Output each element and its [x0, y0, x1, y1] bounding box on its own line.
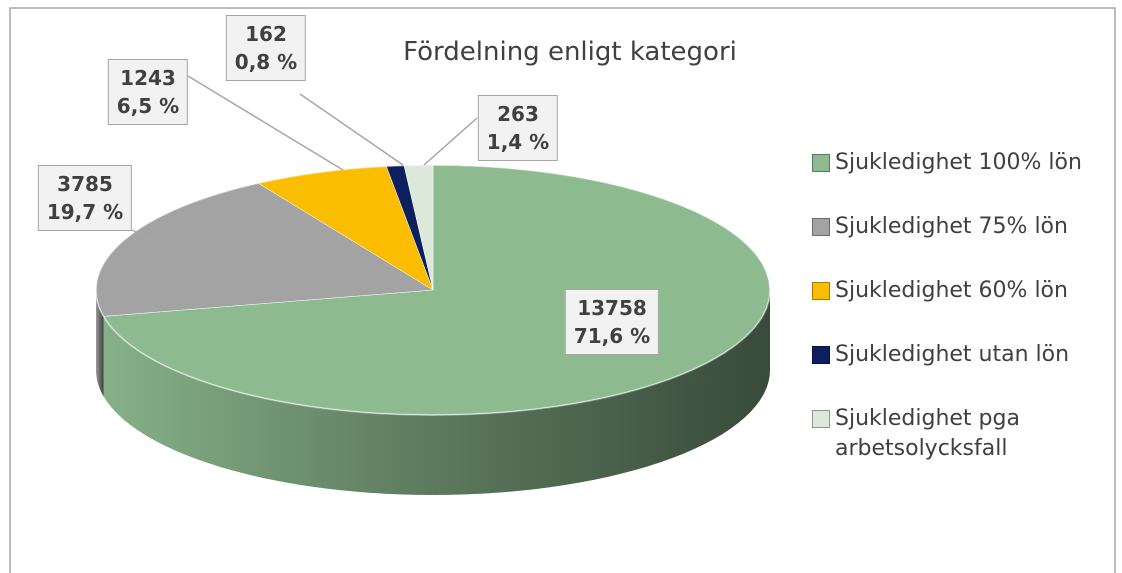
legend: Sjukledighet 100% lön Sjukledighet 75% lö…	[812, 148, 1112, 498]
data-label: 3785 19,7 %	[37, 165, 133, 231]
legend-label: Sjukledighet utan lön	[835, 342, 1070, 367]
value-label: 263	[497, 102, 539, 126]
percent-label: 19,7 %	[46, 200, 124, 224]
slice	[385, 165, 434, 291]
value-label: 162	[245, 22, 287, 46]
data-label: 1243 6,5 %	[107, 59, 189, 125]
value-label: 1243	[120, 66, 176, 90]
legend-label: Sjukledighet 75% lön	[835, 214, 1068, 239]
leader-line	[131, 229, 153, 241]
percent-label: 6,5 %	[116, 94, 180, 118]
legend-item: Sjukledighet 75% lön	[812, 212, 1112, 242]
legend-label: Sjukledighet 60% lön	[835, 278, 1068, 303]
legend-swatch	[812, 346, 830, 364]
percent-label: 1,4 %	[486, 130, 550, 154]
value-label: 3785	[57, 172, 113, 196]
data-label: 162 0,8 %	[225, 15, 307, 81]
slice-side-shade	[103, 290, 770, 495]
legend-item: Sjukledighet 100% lön	[812, 148, 1112, 178]
legend-item: Sjukledighet utan lön	[812, 340, 1112, 370]
percent-label: 71,6 %	[573, 324, 651, 348]
legend-swatch	[812, 218, 830, 236]
slice-side-shade	[96, 290, 104, 397]
percent-label: 0,8 %	[234, 50, 298, 74]
leader-line	[423, 117, 478, 166]
rim-highlight	[95, 164, 771, 416]
value-label: 13758	[577, 296, 647, 320]
legend-swatch	[812, 410, 830, 428]
legend-label: Sjukledighet pga arbetsolycksfall	[835, 406, 1020, 461]
legend-item: Sjukledighet 60% lön	[812, 276, 1112, 306]
data-label: 13758 71,6 %	[564, 289, 660, 355]
legend-swatch	[812, 282, 830, 300]
data-label: 263 1,4 %	[477, 95, 559, 161]
leader-line	[299, 93, 404, 166]
legend-swatch	[812, 154, 830, 172]
frame	[9, 7, 1116, 573]
slice	[403, 164, 434, 291]
legend-item: Sjukledighet pga arbetsolycksfall	[812, 404, 1112, 464]
leader-line	[187, 75, 344, 171]
legend-label: Sjukledighet 100% lön	[835, 150, 1082, 175]
chart-title: Fördelning enligt kategori	[403, 37, 737, 67]
slice	[95, 182, 434, 317]
slice	[257, 165, 434, 291]
